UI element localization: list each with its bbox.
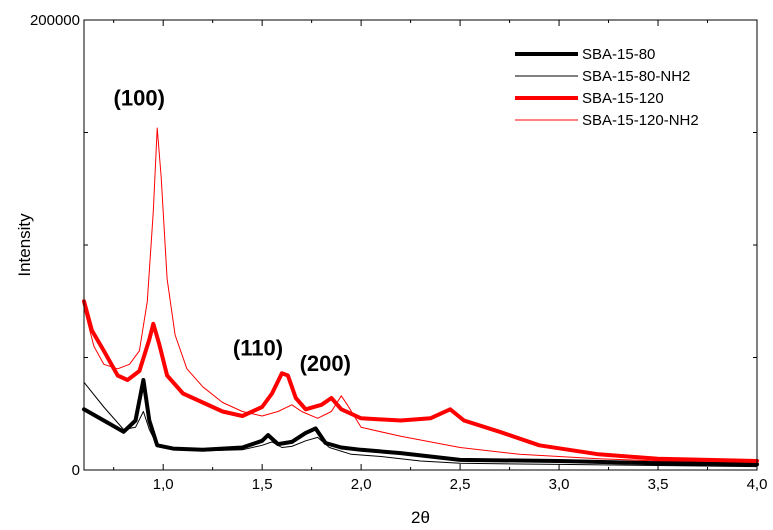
x-axis-title: 2θ [411,508,430,527]
legend: SBA-15-80 SBA-15-80-NH2 SBA-15-120 SBA-15-1… [515,46,699,129]
y-tick-label: 200000 [30,12,80,29]
peak-label-110: (110) [233,335,283,360]
series-layer [82,127,759,468]
ticks-layer: 1,0 1,5 2,0 2,5 3,0 3,5 4,0 0 200000 [30,12,767,493]
y-axis-title: Intensity [15,213,34,277]
y-tick-label: 0 [72,462,80,479]
x-tick-label: 3,5 [648,476,669,493]
x-tick-label: 1,5 [252,476,273,493]
legend-label-sba-15-80-nh2: SBA-15-80-NH2 [582,68,690,85]
legend-label-sba-15-120-nh2: SBA-15-120-NH2 [582,112,699,129]
peak-label-200: (200) [300,351,351,376]
x-tick-label: 2,5 [450,476,471,493]
legend-label-sba-15-120: SBA-15-120 [582,90,664,107]
x-tick-label: 1,0 [153,476,174,493]
series-line-sba-15-120-nh2 [83,127,758,464]
plot-frame [83,19,758,471]
legend-label-sba-15-80: SBA-15-80 [582,46,655,63]
annotations-layer: (100) (110) (200) [114,86,351,377]
peak-label-100: (100) [114,86,165,111]
x-tick-label: 3,0 [549,476,570,493]
x-tick-label: 4,0 [747,476,768,493]
series-line-sba-15-120 [82,299,759,463]
x-tick-label: 2,0 [351,476,372,493]
series-line-sba-15-80 [82,378,759,467]
